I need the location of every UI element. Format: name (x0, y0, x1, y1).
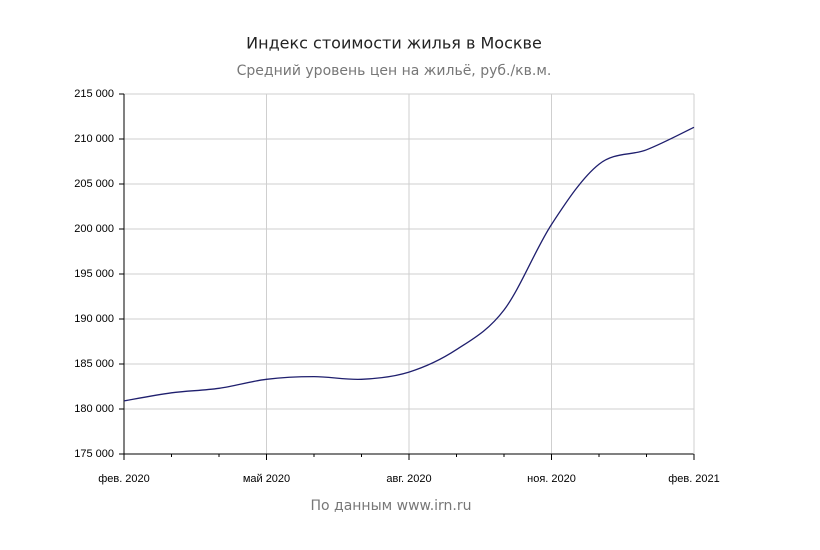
y-tick-label: 195 000 (74, 268, 114, 280)
y-tick-label: 190 000 (74, 313, 114, 325)
y-tick-label: 210 000 (74, 133, 114, 145)
x-tick-label: фев. 2020 (98, 473, 150, 485)
chart-subtitle: Средний уровень цен на жильё, руб./кв.м. (237, 63, 552, 79)
y-tick-label: 215 000 (74, 88, 114, 100)
x-tick-label: фев. 2021 (668, 473, 720, 485)
x-tick-label: май 2020 (243, 473, 290, 485)
x-tick-label: ноя. 2020 (527, 473, 576, 485)
x-tick-label: авг. 2020 (386, 473, 431, 485)
source-note: По данным www.irn.ru (310, 498, 471, 514)
y-tick-label: 185 000 (74, 358, 114, 370)
y-tick-label: 200 000 (74, 223, 114, 235)
line-series (123, 126, 695, 402)
y-tick-label: 180 000 (74, 403, 114, 415)
y-tick-label: 205 000 (74, 178, 114, 190)
chart-title: Индекс стоимости жилья в Москве (246, 34, 542, 53)
y-tick-label: 175 000 (74, 448, 114, 460)
